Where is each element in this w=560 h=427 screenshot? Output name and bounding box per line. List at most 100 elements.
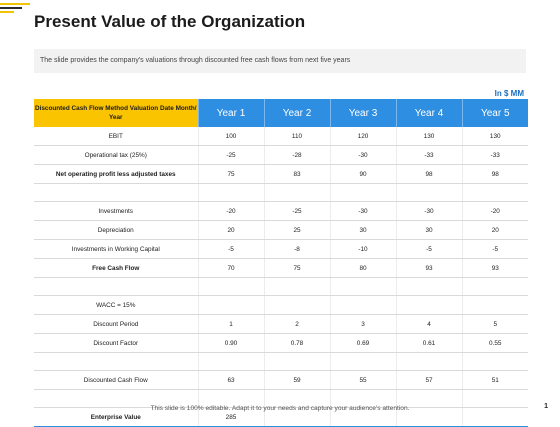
cell-value	[197, 277, 264, 296]
cell-value: 25	[263, 220, 330, 240]
cell-value	[461, 295, 528, 315]
cell-value	[461, 277, 528, 296]
row-label: Depreciation	[34, 220, 198, 240]
cell-value	[329, 352, 396, 371]
cell-value	[329, 295, 396, 315]
cell-value	[461, 389, 528, 408]
row-label	[34, 389, 198, 408]
table-row: Investments -20 -25 -30 -30 -20	[34, 201, 528, 221]
cell-value: 70	[197, 258, 264, 278]
decoration-line-dark	[0, 7, 22, 9]
cell-value	[461, 352, 528, 371]
table-row: Depreciation 20 25 30 30 20	[34, 220, 528, 240]
cell-value: 98	[395, 164, 462, 184]
cell-value: 59	[263, 370, 330, 390]
table-row: Discount Factor 0.90 0.78 0.69 0.61 0.55	[34, 333, 528, 353]
cell-value	[329, 277, 396, 296]
row-label	[34, 277, 198, 296]
row-label	[34, 183, 198, 202]
cell-value: 130	[461, 127, 528, 146]
table-row: Net operating profit less adjusted taxes…	[34, 164, 528, 184]
cell-value: -25	[263, 201, 330, 221]
cell-value	[329, 183, 396, 202]
cell-value	[395, 352, 462, 371]
row-label: Discount Factor	[34, 333, 198, 353]
cell-value: -20	[197, 201, 264, 221]
cell-value: 93	[461, 258, 528, 278]
cell-value: 3	[329, 314, 396, 334]
unit-label: In $ MM	[494, 89, 524, 98]
cell-value: 83	[263, 164, 330, 184]
cell-value: -33	[395, 145, 462, 165]
year-header: Year 3	[329, 99, 396, 127]
cell-value: 4	[395, 314, 462, 334]
cell-value: 20	[461, 220, 528, 240]
year-header: Year 4	[395, 99, 462, 127]
cell-value: -28	[263, 145, 330, 165]
cell-value: 80	[329, 258, 396, 278]
cell-value: 55	[329, 370, 396, 390]
cell-value: -10	[329, 239, 396, 259]
cell-value: 120	[329, 127, 396, 146]
table-row: Discount Period 1 2 3 4 5	[34, 314, 528, 334]
cell-value: 75	[263, 258, 330, 278]
cell-value	[329, 389, 396, 408]
table-row: EBIT 100 110 120 130 130	[34, 127, 528, 146]
decoration-line-yellow	[0, 3, 30, 5]
table-row	[34, 277, 528, 296]
table-row: WACC = 15%	[34, 295, 528, 315]
cell-value: 0.69	[329, 333, 396, 353]
row-label: Investments	[34, 201, 198, 221]
table-row: Investments in Working Capital -5 -8 -10 -5-…	[34, 239, 528, 259]
page-number: 1	[544, 403, 548, 410]
table-row	[34, 183, 528, 202]
table-row: Operational tax (25%) -25 -28 -30 -33 -33	[34, 145, 528, 165]
cell-value	[461, 183, 528, 202]
cell-value: 93	[395, 258, 462, 278]
table-row: Free Cash Flow 70 75 80 93 93	[34, 258, 528, 278]
cell-value: -8	[263, 239, 330, 259]
cell-value: -30	[329, 145, 396, 165]
cell-value	[263, 277, 330, 296]
cell-value: 1	[197, 314, 264, 334]
cell-value: 30	[395, 220, 462, 240]
cell-value: 63	[197, 370, 264, 390]
row-label: Investments in Working Capital	[34, 239, 198, 259]
cell-value: 0.61	[395, 333, 462, 353]
footer-note: This slide is 100% editable. Adapt it to…	[150, 405, 410, 412]
cell-value	[395, 183, 462, 202]
cell-value: 75	[197, 164, 264, 184]
page-title: Present Value of the Organization	[34, 12, 306, 31]
cell-value: 2	[263, 314, 330, 334]
cell-value: -20	[461, 201, 528, 221]
row-label	[34, 352, 198, 371]
cell-value: -5	[461, 239, 528, 259]
row-label: Net operating profit less adjusted taxes	[34, 164, 198, 184]
cell-value	[263, 183, 330, 202]
row-label: WACC = 15%	[34, 295, 198, 315]
cell-value	[197, 295, 264, 315]
cell-value: -33	[461, 145, 528, 165]
cell-value: -30	[329, 201, 396, 221]
cell-value	[197, 352, 264, 371]
cell-value	[263, 389, 330, 408]
cell-value	[197, 389, 264, 408]
row-label: Discount Period	[34, 314, 198, 334]
cell-value: 130	[395, 127, 462, 146]
slide-description: The slide provides the company's valuati…	[34, 49, 526, 73]
row-label: Operational tax (25%)	[34, 145, 198, 165]
cell-value: 57	[395, 370, 462, 390]
row-label: Free Cash Flow	[34, 258, 198, 278]
table-header-row: Discounted Cash Flow Method Valuation Da…	[34, 99, 528, 127]
cell-value	[263, 295, 330, 315]
year-header: Year 5	[461, 99, 528, 127]
decoration-line-yellow-short	[0, 11, 14, 13]
cell-value: 0.55	[461, 333, 528, 353]
cell-value: -25	[197, 145, 264, 165]
cell-value: 20	[197, 220, 264, 240]
row-label: Discounted Cash Flow	[34, 370, 198, 390]
cell-value: 90	[329, 164, 396, 184]
year-header: Year 2	[263, 99, 330, 127]
table-row	[34, 352, 528, 371]
year-header: Year 1	[197, 99, 264, 127]
